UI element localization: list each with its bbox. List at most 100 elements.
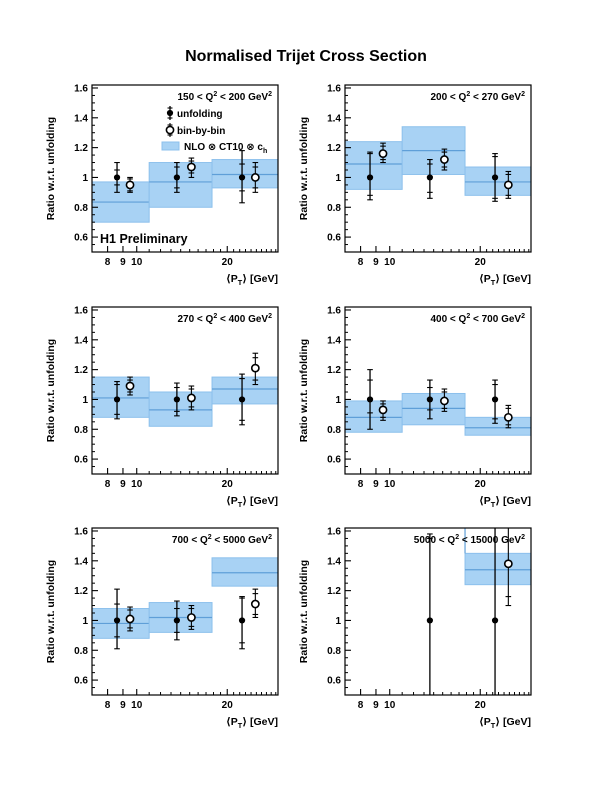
- binbybin-point: [378, 405, 388, 415]
- y-tick-label: 0.8: [327, 203, 341, 214]
- plot-frame: [344, 527, 532, 696]
- binbybin-point: [250, 173, 260, 182]
- y-tick-label: 1: [335, 395, 341, 406]
- legend: unfolding bin-by-bin NLO ⊗ CT10 ⊗ ch: [161, 106, 267, 155]
- y-tick-label: 1.6: [327, 526, 341, 537]
- x-axis-title: ⟨PT⟩ [GeV]: [479, 495, 531, 509]
- y-tick-label: 1: [82, 616, 88, 627]
- binbybin-point: [378, 149, 388, 158]
- nlo-band: [148, 391, 213, 427]
- x-tick-label: 10: [384, 700, 396, 711]
- y-tick-label: 1.4: [327, 335, 341, 346]
- unfolding-point: [173, 617, 180, 624]
- y-axis-title: Ratio w.r.t. unfolding: [45, 117, 57, 220]
- y-tick-label: 1: [335, 173, 341, 184]
- x-tick-label: 9: [120, 257, 126, 268]
- x-tick-label: 10: [131, 700, 143, 711]
- y-tick-label: 1: [335, 616, 341, 627]
- y-tick-label: 0.8: [74, 646, 88, 657]
- y-axis-title: Ratio w.r.t. unfolding: [298, 117, 310, 220]
- y-tick-label: 0.6: [74, 233, 88, 244]
- x-axis-title: ⟨PT⟩ [GeV]: [226, 716, 278, 730]
- panel-svg-0: 8 9 10 20 0.6 0.8 1 1.2 1.4 1.6 ⟨PT⟩ [GeV] Ratio w.…: [45, 83, 279, 287]
- x-tick-label: 9: [120, 479, 126, 490]
- panel-svg-4: 8 9 10 20 0.6 0.8 1 1.2 1.4 1.6 ⟨PT⟩ [GeV] Ratio w.…: [45, 526, 279, 730]
- binbybin-point: [503, 559, 513, 569]
- y-tick-label: 1.4: [74, 556, 88, 567]
- y-tick-label: 1.4: [74, 335, 88, 346]
- unfolding-point: [426, 617, 433, 624]
- y-tick-label: 1.6: [327, 83, 341, 94]
- figure-title: Normalised Trijet Cross Section: [185, 48, 427, 65]
- binbybin-point: [503, 412, 513, 422]
- y-tick-label: 0.6: [74, 455, 88, 466]
- panel-title: 150 < Q2 < 200 GeV2: [177, 91, 272, 103]
- panel-q2-5000-15000: 8 9 10 20 0.6 0.8 1 1.2 1.4 1.6 ⟨PT⟩ [GeV] Ratio w.…: [293, 518, 543, 730]
- x-tick-label: 20: [222, 257, 234, 268]
- y-tick-label: 0.6: [327, 233, 341, 244]
- binbybin-point: [125, 180, 135, 190]
- binbybin-point: [440, 155, 449, 164]
- unfolding-point: [238, 174, 246, 181]
- panel-q2-270-400: 8 9 10 20 0.6 0.8 1 1.2 1.4 1.6 ⟨PT⟩ [GeV] Ratio w.…: [40, 297, 290, 509]
- x-axis-title: ⟨PT⟩ [GeV]: [479, 716, 531, 730]
- x-axis-title: ⟨PT⟩ [GeV]: [479, 273, 531, 287]
- nlo-band: [92, 376, 150, 418]
- x-tick-label: 10: [131, 479, 143, 490]
- unfolding-point: [366, 396, 374, 403]
- y-axis-title: Ratio w.r.t. unfolding: [45, 339, 57, 442]
- nlo-band: [345, 400, 403, 433]
- y-tick-label: 1.6: [74, 526, 88, 537]
- plot-frame: [91, 306, 279, 475]
- x-axis-title: ⟨PT⟩ [GeV]: [226, 495, 278, 509]
- binbybin-point: [125, 614, 135, 624]
- y-tick-label: 0.8: [327, 425, 341, 436]
- unfolding-point: [366, 174, 374, 181]
- x-tick-label: 10: [384, 479, 396, 490]
- plot-frame: [91, 84, 279, 253]
- nlo-band: [464, 552, 531, 586]
- unfolding-point: [113, 396, 121, 403]
- binbybin-point: [250, 599, 260, 609]
- plot-frame: [344, 306, 532, 475]
- y-tick-label: 0.8: [74, 203, 88, 214]
- y-axis-title: Ratio w.r.t. unfolding: [298, 560, 310, 663]
- nlo-band: [211, 159, 278, 189]
- x-tick-label: 10: [384, 257, 396, 268]
- y-tick-label: 1.4: [327, 113, 341, 124]
- plot-frame: [344, 84, 532, 253]
- y-tick-label: 1.2: [74, 143, 88, 154]
- unfolding-point: [491, 396, 499, 403]
- x-tick-label: 10: [131, 257, 143, 268]
- y-tick-label: 1.4: [74, 113, 88, 124]
- x-tick-label: 8: [105, 700, 111, 711]
- panel-title: 700 < Q2 < 5000 GeV2: [172, 534, 272, 546]
- nlo-band: [148, 162, 213, 208]
- unfolding-point: [238, 617, 246, 624]
- panel-svg-3: 8 9 10 20 0.6 0.8 1 1.2 1.4 1.6 ⟨PT⟩ [GeV] Ratio w.…: [298, 305, 532, 509]
- unfolding-point: [113, 617, 121, 624]
- y-tick-label: 1.2: [327, 586, 341, 597]
- legend-nlo-swatch: [161, 141, 180, 151]
- y-tick-label: 0.8: [327, 646, 341, 657]
- unfolding-point: [491, 617, 499, 624]
- panel-title: 5000 < Q2 < 15000 GeV2: [414, 534, 525, 546]
- panel-q2-700-5000: 8 9 10 20 0.6 0.8 1 1.2 1.4 1.6 ⟨PT⟩ [GeV] Ratio w.…: [40, 518, 290, 730]
- panel-q2-200-270: 8 9 10 20 0.6 0.8 1 1.2 1.4 1.6 ⟨PT⟩ [GeV] Ratio w.…: [293, 75, 543, 287]
- panel-title: 200 < Q2 < 270 GeV2: [430, 91, 525, 103]
- legend-unfolding-label: unfolding: [177, 109, 223, 120]
- y-tick-label: 0.8: [74, 425, 88, 436]
- x-tick-label: 20: [222, 479, 234, 490]
- panel-title: 400 < Q2 < 700 GeV2: [430, 313, 525, 325]
- y-tick-label: 1.2: [74, 365, 88, 376]
- y-tick-label: 0.6: [327, 676, 341, 687]
- panel-q2-150-200: 8 9 10 20 0.6 0.8 1 1.2 1.4 1.6 ⟨PT⟩ [GeV] Ratio w.…: [40, 75, 290, 287]
- y-axis-title: Ratio w.r.t. unfolding: [298, 339, 310, 442]
- legend-unfolding-marker: [166, 109, 174, 117]
- binbybin-point: [125, 381, 135, 391]
- x-tick-label: 9: [373, 700, 379, 711]
- y-tick-label: 0.6: [74, 676, 88, 687]
- y-tick-label: 1: [82, 173, 88, 184]
- x-tick-label: 9: [373, 479, 379, 490]
